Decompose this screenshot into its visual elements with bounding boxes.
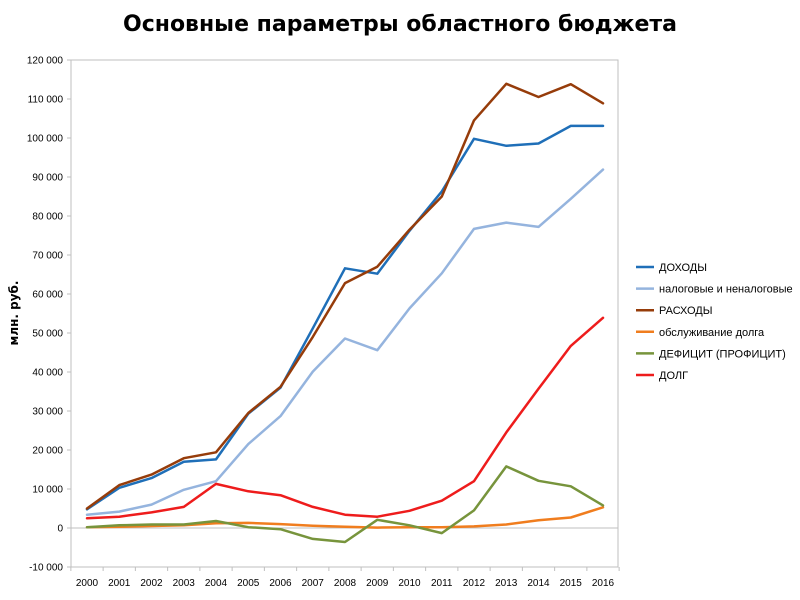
x-tick-label: 2015 (560, 578, 583, 589)
x-tick-label: 2013 (495, 578, 518, 589)
x-tick-label: 2009 (366, 578, 389, 589)
legend-label: РАСХОДЫ (659, 305, 713, 317)
y-tick-label: 80 000 (32, 212, 63, 223)
x-tick-label: 2001 (108, 578, 131, 589)
legend-label: ДОЛГ (659, 370, 688, 382)
x-tick-label: 2007 (302, 578, 325, 589)
plot-area-border (70, 59, 619, 568)
y-tick-label: 30 000 (32, 407, 63, 418)
y-tick-label: 70 000 (32, 251, 63, 262)
x-tick-label: 2016 (592, 578, 615, 589)
x-tick-label: 2004 (205, 578, 228, 589)
y-tick-label: 120 000 (27, 56, 64, 67)
x-tick-label: 2012 (463, 578, 486, 589)
y-tick-label: 40 000 (32, 368, 63, 379)
x-tick-label: 2000 (76, 578, 99, 589)
legend-label: ДЕФИЦИТ (ПРОФИЦИТ) (659, 348, 786, 360)
y-axis-label: млн. руб. (7, 281, 21, 346)
series-layer (85, 82, 605, 544)
legend-label: ДОХОДЫ (659, 262, 707, 274)
x-tick-label: 2003 (173, 578, 196, 589)
legend-label: обслуживание долга (659, 327, 765, 339)
x-tick-label: 2010 (398, 578, 421, 589)
y-tick-label: 60 000 (32, 290, 63, 301)
x-tick-label: 2014 (527, 578, 550, 589)
series-line-3 (85, 82, 605, 510)
legend-layer: ДОХОДЫ налоговые и неналоговые РАСХОДЫ обсл… (636, 262, 793, 382)
series-line-5 (85, 465, 605, 544)
y-tick-label: 100 000 (27, 134, 64, 145)
axes-layer: -10 000 0 10 000 20 000 30 000 40 000 50 000 60… (27, 56, 620, 589)
y-tick-label: 50 000 (32, 329, 63, 340)
y-tick-label: 10 000 (32, 485, 63, 496)
series-line-6 (85, 316, 605, 520)
x-tick-label: 2002 (140, 578, 163, 589)
y-tick-label: 20 000 (32, 446, 63, 457)
x-tick-label: 2006 (269, 578, 292, 589)
y-tick-label: 90 000 (32, 173, 63, 184)
y-tick-label: -10 000 (29, 563, 63, 574)
x-tick-label: 2008 (334, 578, 357, 589)
y-tick-label: 0 (57, 524, 63, 535)
x-tick-label: 2005 (237, 578, 260, 589)
y-tick-label: 110 000 (28, 95, 64, 106)
chart-title: Основные параметры областного бюджета (123, 12, 677, 37)
x-tick-label: 2011 (431, 578, 453, 589)
series-line-2 (85, 168, 605, 516)
legend-label: налоговые и неналоговые (659, 284, 793, 296)
series-line-1 (85, 124, 605, 511)
